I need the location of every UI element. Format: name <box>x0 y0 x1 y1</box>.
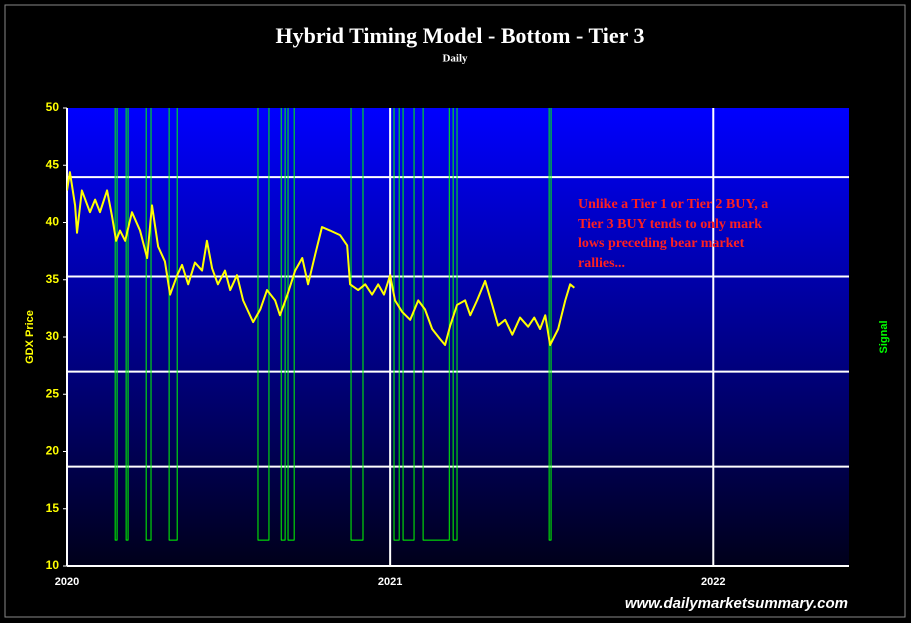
watermark: www.dailymarketsummary.com <box>625 595 848 612</box>
x-tick-label: 2021 <box>378 576 402 588</box>
x-tick-label: 2022 <box>701 576 725 588</box>
y-tick-label: 30 <box>46 329 60 343</box>
y-axis-label: GDX Price <box>24 310 36 364</box>
y-tick-label: 15 <box>46 501 60 515</box>
plot-area <box>67 108 849 566</box>
signal-line <box>114 108 552 541</box>
chart-subtitle: Daily <box>442 53 468 65</box>
y-tick-label: 50 <box>46 100 60 114</box>
annotation-line: Unlike a Tier 1 or Tier 2 BUY, a <box>578 197 769 212</box>
y-tick-label: 10 <box>46 558 60 572</box>
y-tick-label: 35 <box>46 272 60 286</box>
y2-axis-label: Signal <box>878 320 890 353</box>
annotation: Unlike a Tier 1 or Tier 2 BUY, a Tier 3 B… <box>578 195 818 273</box>
annotation-line: Tier 3 BUY tends to only mark <box>578 216 763 232</box>
y-tick-label: 25 <box>46 386 60 400</box>
price-line <box>67 171 575 347</box>
annotation-line: lows preceding bear market <box>578 236 745 252</box>
series-layer <box>67 108 575 541</box>
chart-title: Hybrid Timing Model - Bottom - Tier 3 <box>276 23 645 48</box>
x-tick-label: 2020 <box>55 576 79 588</box>
y-tick-label: 40 <box>46 215 60 229</box>
annotation-line: rallies... <box>578 255 626 271</box>
y-tick-label: 45 <box>46 157 60 171</box>
y-tick-label: 20 <box>46 444 60 458</box>
frame <box>4 4 906 618</box>
